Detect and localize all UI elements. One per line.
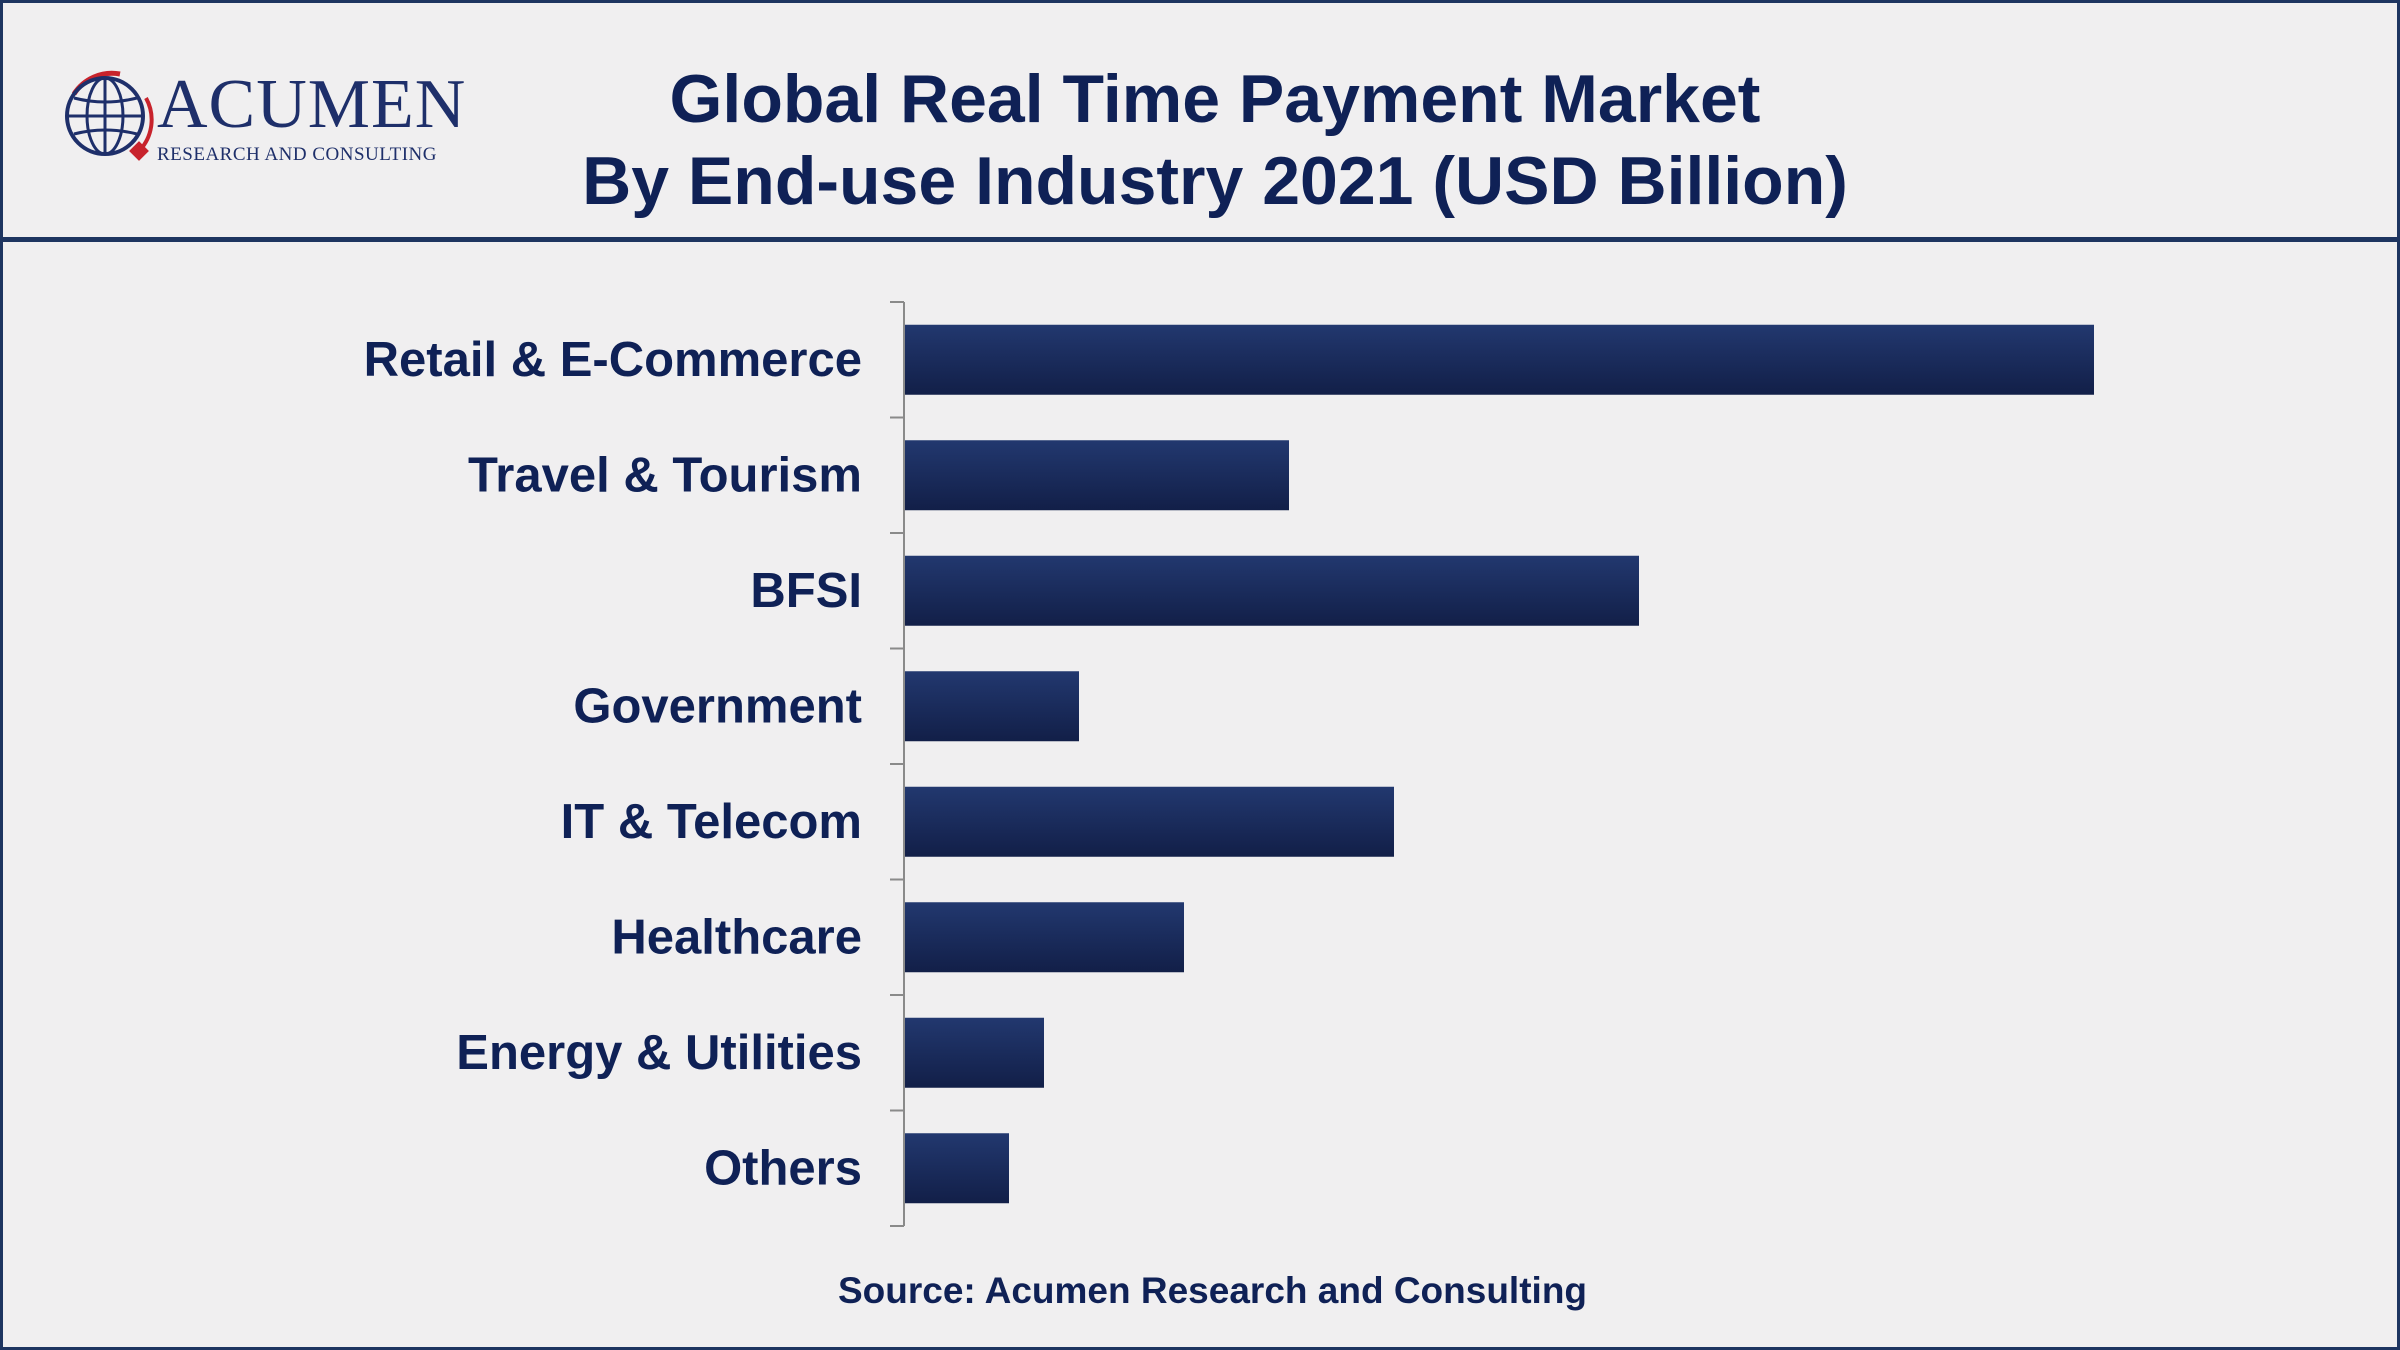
header-divider <box>0 237 2400 242</box>
chart-title-line2: By End-use Industry 2021 (USD Billion) <box>582 143 1848 219</box>
category-label-energy-and-utilities: Energy & Utilities <box>456 1026 862 1080</box>
globe-icon <box>65 70 154 161</box>
category-label-travel-and-tourism: Travel & Tourism <box>468 448 862 502</box>
bar-bfsi <box>904 555 1639 626</box>
logo-tagline: RESEARCH AND CONSULTING <box>157 144 437 165</box>
source-note: Source: Acumen Research and Consulting <box>837 1270 1588 1311</box>
category-label-bfsi: BFSI <box>750 564 862 618</box>
bar-government <box>904 671 1079 742</box>
logo-wordmark: ACUMEN <box>157 66 467 143</box>
bar-retail-and-e-commerce <box>904 324 2094 395</box>
bar-healthcare <box>904 902 1184 973</box>
chart-title-line1: Global Real Time Payment Market <box>669 61 1761 137</box>
chart-title: Global Real Time Payment Market By End-u… <box>415 58 2015 222</box>
category-label-it-and-telecom: IT & Telecom <box>561 795 862 849</box>
category-label-government: Government <box>573 679 862 733</box>
category-label-healthcare: Healthcare <box>611 910 862 964</box>
acumen-logo: ACUMEN RESEARCH AND CONSULTING <box>60 68 465 168</box>
bar-it-and-telecom <box>904 786 1394 857</box>
bar-energy-and-utilities <box>904 1017 1044 1088</box>
category-label-others: Others <box>704 1141 862 1195</box>
bar-others <box>904 1133 1009 1204</box>
bar-travel-and-tourism <box>904 440 1289 511</box>
category-label-retail-and-e-commerce: Retail & E-Commerce <box>364 333 862 387</box>
